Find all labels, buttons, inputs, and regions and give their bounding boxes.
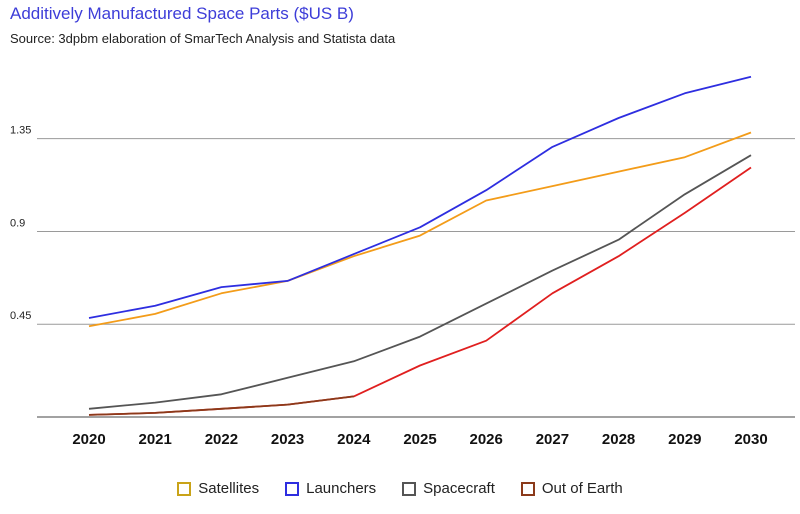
- x-tick-label: 2020: [72, 431, 105, 448]
- y-tick-label: 0.9: [10, 217, 25, 229]
- legend-label-satellites: Satellites: [198, 480, 260, 497]
- x-tick-label: 2023: [271, 431, 304, 448]
- x-tick-label: 2027: [536, 431, 569, 448]
- series-line-spacecraft: [88, 154, 752, 410]
- series-line-out-of-earth: [88, 166, 752, 416]
- x-tick-label: 2029: [668, 431, 701, 448]
- x-tick-label: 2025: [403, 431, 436, 448]
- x-tick-label: 2030: [734, 431, 767, 448]
- x-tick-label: 2024: [337, 431, 371, 448]
- legend-swatch-launchers: [285, 481, 300, 496]
- series-line-launchers: [88, 75, 752, 319]
- legend-label-launchers: Launchers: [306, 480, 377, 497]
- chart-title: Additively Manufactured Space Parts ($US…: [10, 4, 354, 23]
- legend-swatch-spacecraft: [402, 481, 417, 496]
- x-tick-label: 2022: [205, 431, 238, 448]
- legend-swatch-satellites: [177, 481, 192, 496]
- legend-swatch-out-of-earth: [520, 481, 535, 496]
- x-tick-label: 2026: [470, 431, 503, 448]
- line-chart: 0.45 0.9 1.35 2020 2021 2022 2023 2024 2025 2026 2…: [10, 75, 795, 448]
- legend-item-satellites: Satellites: [177, 480, 259, 497]
- series-line-satellites: [88, 131, 752, 328]
- legend-item-spacecraft: Spacecraft: [402, 480, 495, 497]
- legend: Satellites Launchers Spacecraft Out of E…: [0, 480, 800, 497]
- legend-item-launchers: Launchers: [285, 480, 376, 497]
- legend-label-out-of-earth: Out of Earth: [541, 480, 623, 497]
- series-line-out-of-earth-early: [88, 395, 354, 416]
- y-tick-label: 0.45: [10, 310, 31, 322]
- x-tick-label: 2021: [139, 431, 172, 448]
- x-tick-label: 2028: [602, 431, 635, 448]
- chart-subtitle: Source: 3dpbm elaboration of SmarTech An…: [10, 31, 396, 46]
- legend-item-out-of-earth: Out of Earth: [520, 480, 623, 497]
- y-tick-label: 1.35: [10, 125, 31, 137]
- legend-label-spacecraft: Spacecraft: [423, 480, 495, 497]
